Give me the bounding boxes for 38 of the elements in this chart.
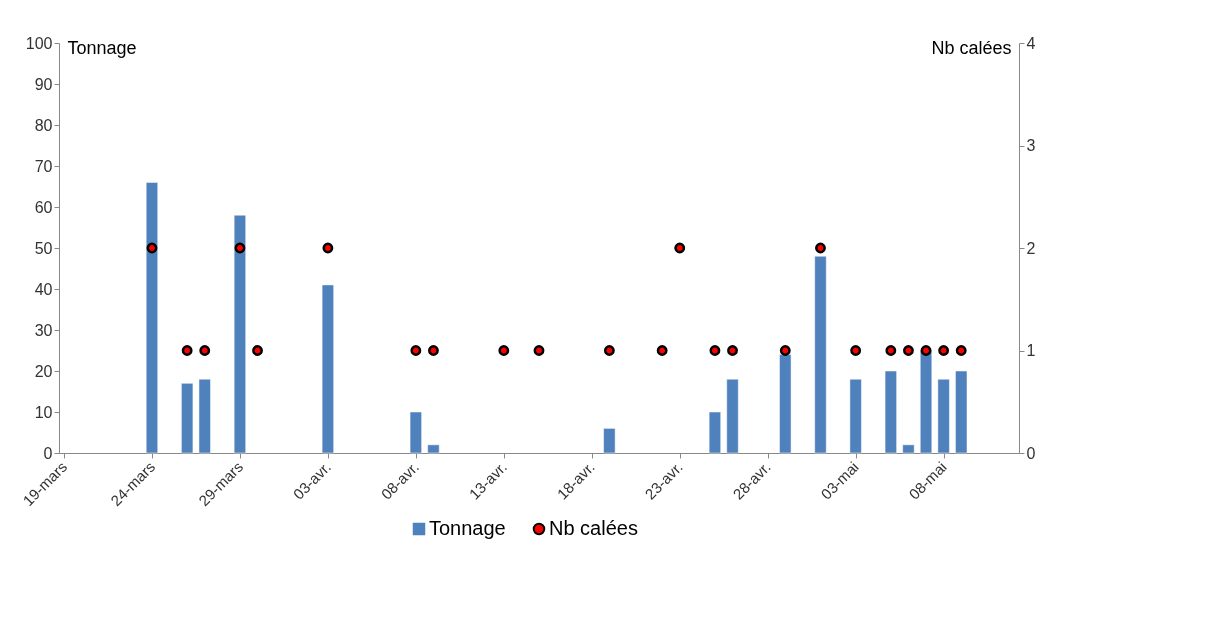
bar — [427, 444, 440, 454]
bar — [955, 370, 968, 454]
bar — [181, 383, 194, 454]
y2-tick-label: 1 — [1026, 342, 1036, 359]
bar — [884, 370, 897, 454]
y2-tick-label: 2 — [1026, 239, 1036, 257]
bar — [198, 378, 211, 454]
bar — [814, 255, 827, 454]
bar — [726, 378, 739, 454]
bar — [409, 411, 422, 454]
bar — [233, 214, 246, 454]
bar — [920, 350, 933, 454]
y2-tick-label: 3 — [1026, 137, 1036, 154]
y-tick-label: 50 — [34, 239, 53, 257]
y2-tick-label: 4 — [1026, 34, 1036, 52]
y-tick-label: 90 — [34, 75, 53, 93]
y-tick-label: 30 — [34, 321, 53, 339]
bar — [145, 182, 158, 454]
y-tick-label: 60 — [34, 198, 53, 216]
bar — [937, 378, 950, 454]
legend-label: Nb calées — [549, 517, 638, 539]
y-tick-label: 40 — [34, 280, 53, 298]
y-axis-title: Tonnage — [67, 37, 137, 58]
y-tick-label: 80 — [34, 116, 53, 134]
bar — [849, 378, 862, 454]
bar — [902, 444, 915, 454]
bar — [779, 354, 792, 454]
y-tick-label: 0 — [43, 444, 53, 462]
y-tick-label: 20 — [34, 362, 53, 380]
y-tick-label: 70 — [34, 157, 53, 175]
y2-axis-title: Nb calées — [931, 37, 1012, 58]
legend-label: Tonnage — [429, 517, 506, 539]
bar — [603, 428, 616, 454]
y-tick-label: 10 — [34, 403, 53, 421]
y-tick-label: 100 — [25, 34, 53, 52]
bar — [321, 284, 334, 454]
bar — [708, 411, 721, 454]
y2-tick-label: 0 — [1026, 444, 1036, 462]
